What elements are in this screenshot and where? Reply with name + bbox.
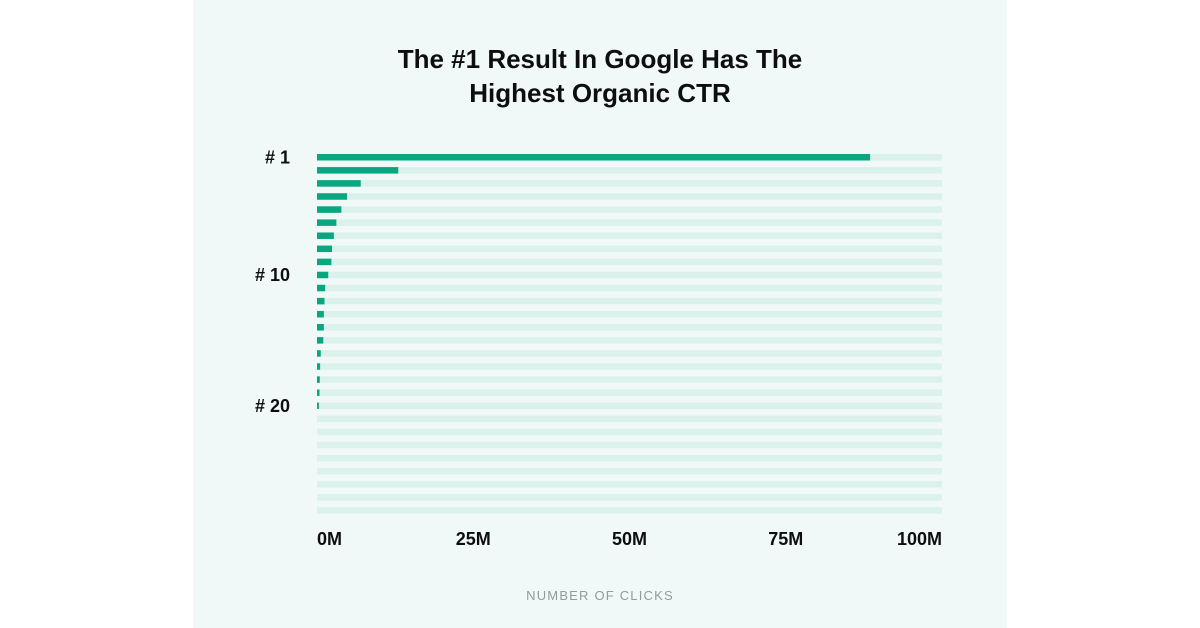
bar-rank-8 [317, 245, 332, 253]
x-tick-label: 0M [317, 529, 342, 549]
bar-track [317, 324, 942, 331]
bar-track [317, 507, 942, 514]
bar-rank-19 [317, 389, 320, 396]
bar-track [317, 284, 942, 292]
bar-rank-10 [317, 271, 329, 279]
bar-rank-3 [317, 180, 361, 187]
bar-track [317, 297, 942, 305]
bar-rank-14 [317, 324, 324, 331]
bar-track [317, 376, 942, 383]
bar-track [317, 167, 942, 174]
y-tick-label: # 1 [265, 147, 290, 167]
chart-title-line-1: The #1 Result In Google Has The [397, 44, 803, 74]
bar-track [317, 206, 942, 213]
bar-rank-1 [317, 154, 871, 161]
bar-rank-5 [317, 206, 342, 213]
x-tick-label: 75M [768, 529, 803, 549]
bar-track [317, 258, 942, 266]
chart-title: The #1 Result In Google Has The Highest … [193, 42, 1007, 110]
bar-track [317, 232, 942, 239]
bar-track [317, 481, 942, 488]
bar-chart: # 1 # 10 # 20 0M 25M 50M 75M 100M [255, 147, 942, 549]
bar-rank-7 [317, 232, 334, 239]
x-tick-label: 25M [456, 529, 491, 549]
bar-rank-9 [317, 258, 332, 266]
bar-rank-17 [317, 363, 321, 370]
bar-track [317, 271, 942, 279]
bar-track [317, 363, 942, 370]
bar-rank-12 [317, 297, 325, 305]
bar-track [317, 415, 942, 423]
bar-track [317, 441, 942, 449]
x-tick-label: 100M [897, 529, 942, 549]
bar-track [317, 494, 942, 501]
bar-rank-2 [317, 167, 399, 174]
bar-rank-18 [317, 376, 320, 383]
bar-rank-11 [317, 284, 326, 292]
bar-track [317, 467, 942, 475]
bar-rank-16 [317, 350, 321, 357]
bar-track [317, 219, 942, 226]
bar-track [317, 337, 942, 344]
bar-rank-15 [317, 337, 324, 344]
bar-track [317, 193, 942, 200]
bar-track [317, 245, 942, 253]
bar-rank-13 [317, 310, 324, 318]
bar-track [317, 310, 942, 318]
y-tick-label: # 20 [255, 396, 290, 416]
bar-rank-6 [317, 219, 337, 226]
bar-track [317, 428, 942, 436]
bar-track [317, 454, 942, 462]
bar-rank-20 [317, 402, 319, 410]
y-tick-label: # 10 [255, 265, 290, 285]
bar-rank-4 [317, 193, 347, 200]
chart-card: The #1 Result In Google Has The Highest … [193, 0, 1007, 628]
chart-title-line-2: Highest Organic CTR [469, 78, 731, 108]
bar-track [317, 180, 942, 187]
bar-track [317, 402, 942, 410]
x-axis-title: NUMBER OF CLICKS [526, 588, 674, 603]
bar-track [317, 389, 942, 396]
x-tick-label: 50M [612, 529, 647, 549]
bar-track [317, 350, 942, 357]
